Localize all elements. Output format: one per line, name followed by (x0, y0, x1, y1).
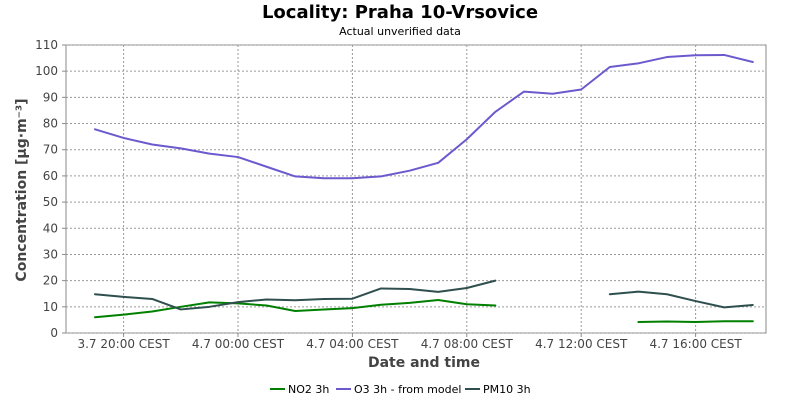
y-tick-label: 100 (35, 64, 58, 78)
chart-subtitle: Actual unverified data (339, 25, 461, 38)
y-tick-label: 50 (43, 195, 58, 209)
y-tick-label: 40 (43, 221, 58, 235)
y-tick-label: 0 (50, 326, 58, 340)
y-tick-label: 70 (43, 143, 58, 157)
y-tick-label: 60 (43, 169, 58, 183)
x-tick-label: 4.7 08:00 CEST (421, 337, 514, 351)
legend-label-2: PM10 3h (483, 383, 531, 396)
series-line-o3-3h-from-model (94, 53, 754, 180)
y-tick-label: 90 (43, 90, 58, 104)
plot-area (65, 44, 767, 334)
x-tick-label: 3.7 20:00 CEST (77, 337, 170, 351)
y-axis-label: Concentration [µg·m⁻³] (14, 98, 30, 281)
axis-ticks-group (62, 44, 697, 337)
x-tick-label: 4.7 04:00 CEST (306, 337, 399, 351)
x-axis-label: Date and time (368, 355, 480, 371)
x-tick-label: 4.7 12:00 CEST (535, 337, 628, 351)
gridlines-group (66, 44, 766, 334)
chart-title: Locality: Praha 10-Vrsovice (262, 2, 538, 23)
x-tick-label: 4.7 00:00 CEST (192, 337, 285, 351)
legend: NO2 3h O3 3h - from model PM10 3h (270, 383, 531, 396)
legend-label-0: NO2 3h (288, 383, 329, 396)
y-tick-label: 110 (35, 38, 58, 52)
y-tick-label: 10 (43, 300, 58, 314)
y-tick-label: 30 (43, 247, 58, 261)
tick-labels-group: 0 10 20 30 40 50 60 70 80 90 100 110 3.7 20:00 CEST 4… (35, 38, 742, 351)
y-tick-label: 20 (43, 274, 58, 288)
x-tick-label: 4.7 16:00 CEST (649, 337, 742, 351)
series-line-pm10-3h (94, 279, 754, 311)
y-tick-label: 80 (43, 117, 58, 131)
series-lines-group (94, 53, 754, 323)
series-line-no2-3h (94, 299, 754, 323)
legend-label-1: O3 3h - from model (354, 383, 461, 396)
